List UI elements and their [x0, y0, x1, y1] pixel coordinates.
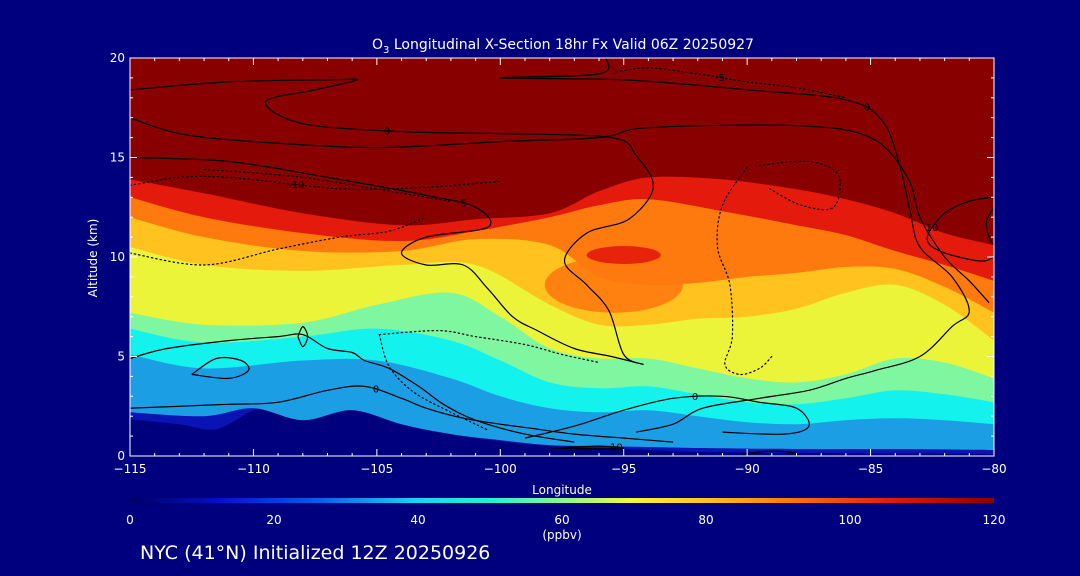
contour-line-dotted	[203, 168, 452, 202]
x-tick-label: −95	[611, 462, 636, 476]
colorbar-tick-label: 120	[983, 513, 1006, 527]
contour-line-dotted	[758, 160, 841, 211]
contour-line-dotted	[716, 166, 773, 376]
y-axis-label: Altitude (km)	[86, 219, 100, 298]
contour-label: 0	[864, 103, 870, 114]
contour-line-dotted	[378, 334, 489, 431]
contour-label: -10	[288, 180, 304, 191]
contour-line-solid	[130, 333, 575, 443]
contour-label: 0	[384, 126, 390, 137]
colorbar	[130, 498, 994, 503]
y-tick-label: 15	[110, 151, 125, 165]
contour-label: 10	[610, 442, 623, 453]
contour-line-solid	[985, 206, 994, 246]
ozone-very-high-blob	[586, 246, 661, 264]
colorbar-tick-label: 100	[839, 513, 862, 527]
footer-init-label: NYC (41°N) Initialized 12Z 20250926	[140, 542, 491, 564]
contour-line-solid	[191, 356, 250, 380]
colorbar-tick-label: 80	[698, 513, 713, 527]
contour-line-solid	[742, 450, 797, 455]
contour-line-solid	[499, 58, 970, 433]
colorbar-tick-label: 40	[410, 513, 425, 527]
ozone-high-blob	[544, 257, 683, 313]
ozone-band-stratosphere	[130, 58, 994, 246]
contour-line-dotted	[615, 67, 847, 99]
x-tick-label: −105	[360, 462, 393, 476]
contour-line-solid	[297, 325, 309, 348]
y-tick-label: 0	[117, 449, 125, 463]
title-subscript: 3	[383, 45, 389, 56]
contour-line-solid	[130, 156, 644, 366]
x-axis-label: Longitude	[532, 483, 592, 497]
plot-area: 0 5 0 10 0 0 10 -5 -10	[130, 58, 994, 456]
contour-line-solid	[130, 117, 990, 304]
colorbar-tick-label: 20	[266, 513, 281, 527]
y-axis: 0 5 10 15 20	[110, 51, 994, 463]
contour-line-solid	[549, 445, 625, 450]
y-tick-label: 20	[110, 51, 125, 65]
x-tick-label: −80	[981, 462, 1006, 476]
contour-label: 10	[926, 223, 939, 234]
contour-label: 5	[461, 198, 467, 209]
y-tick-label: 5	[117, 350, 125, 364]
x-tick-label: −115	[114, 462, 147, 476]
contour-line-solid	[130, 78, 654, 366]
chart-title: O3 Longitudinal X-Section 18hr Fx Valid …	[372, 37, 754, 56]
x-tick-label: −90	[734, 462, 759, 476]
contour-label: 0	[373, 384, 379, 395]
contour-line-solid	[524, 395, 810, 439]
contour-line-dotted	[378, 329, 600, 364]
colorbar-tick-label: 60	[554, 513, 569, 527]
contour-line-solid	[926, 196, 994, 262]
y-tick-label: 10	[110, 250, 125, 264]
contour-label: -5	[715, 73, 725, 84]
contour-label: 0	[692, 392, 698, 403]
x-tick-label: −110	[237, 462, 270, 476]
x-tick-label: −100	[484, 462, 517, 476]
colorbar-tick-label: 0	[126, 513, 134, 527]
x-axis: −115 −110 −105 −100 −95 −90 −85 −80	[114, 58, 1007, 476]
colorbar-unit: (ppbv)	[542, 528, 581, 542]
contour-line-dotted	[130, 216, 427, 266]
contour-line-dotted	[130, 175, 501, 190]
contour-line-solid	[130, 385, 674, 443]
colorbar-ticks: 0 20 40 60 80 100 120	[126, 513, 1005, 527]
x-tick-label: −85	[858, 462, 883, 476]
